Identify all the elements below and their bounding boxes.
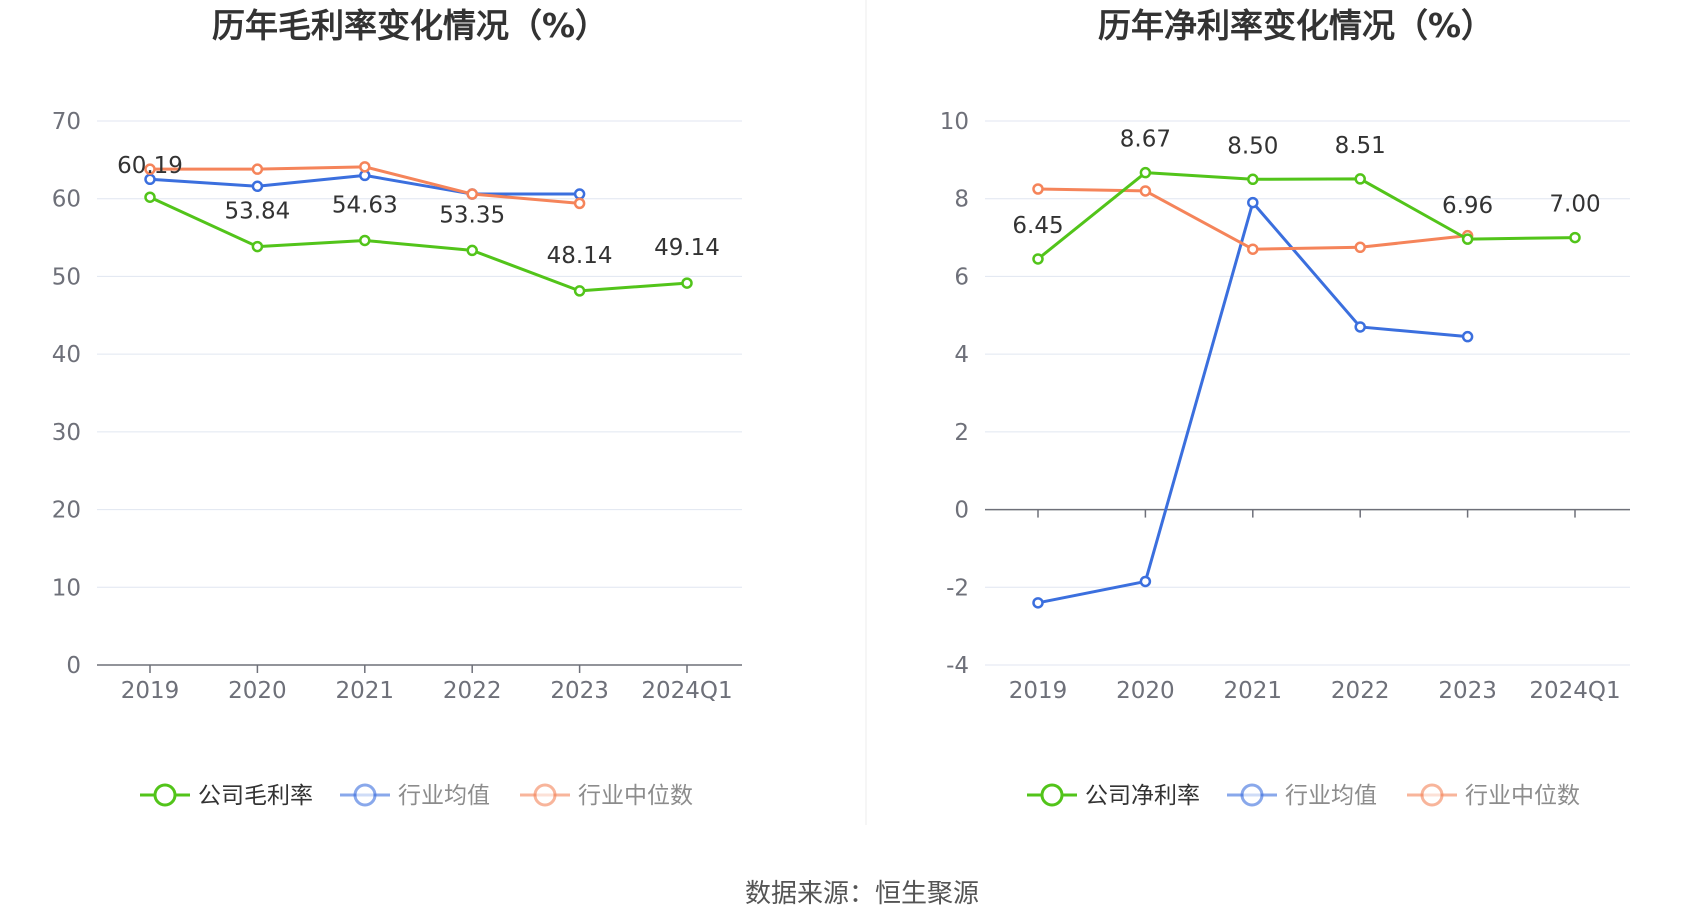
chart-1: 0 10 20 30 40 50 60 70 2019 2020 2021 2022 2023 2024Q… <box>52 109 742 809</box>
legend-marker <box>1420 783 1444 807</box>
legend-marker <box>533 783 557 807</box>
data-point <box>1032 253 1044 265</box>
legend-item-2: 行业中位数 <box>520 783 693 809</box>
data-label: 6.96 <box>1442 193 1493 219</box>
x-tick-label: 2021 <box>336 678 395 704</box>
data-point <box>1139 575 1152 588</box>
data-point <box>1032 183 1044 195</box>
data-point <box>144 163 156 175</box>
x-tick-label: 2020 <box>228 678 287 704</box>
x-tick-label: 2023 <box>550 678 609 704</box>
y-tick-label: 40 <box>52 342 81 368</box>
x-tick-label: 2020 <box>1116 678 1175 704</box>
legend-label: 行业均值 <box>1285 783 1377 809</box>
x-tick-label: 2022 <box>1331 678 1390 704</box>
legend-label: 行业均值 <box>398 783 490 809</box>
y-tick-label: 8 <box>954 187 969 213</box>
data-point <box>1354 321 1366 333</box>
legend-item-1: 行业均值 <box>340 783 490 809</box>
y-tick-label: 10 <box>940 109 969 135</box>
x-tick-label: 2024Q1 <box>641 678 732 704</box>
data-label: 53.35 <box>439 202 505 228</box>
legend-label: 公司净利率 <box>1085 783 1200 809</box>
data-point <box>573 197 586 210</box>
data-point <box>573 188 586 200</box>
legend-item-1: 行业均值 <box>1227 783 1377 809</box>
data-label: 8.67 <box>1120 127 1171 153</box>
series-line-1 <box>1037 201 1468 605</box>
y-tick-label: 2 <box>954 420 969 446</box>
legend-item-0: 公司毛利率 <box>140 783 313 809</box>
legend-marker <box>153 783 177 807</box>
data-point <box>359 161 371 173</box>
x-tick-label: 2019 <box>1009 678 1068 704</box>
x-tick-label: 2024Q1 <box>1529 678 1620 704</box>
chart-2-title: 历年净利率变化情况（%） <box>1098 6 1494 45</box>
data-point <box>251 240 264 253</box>
y-tick-label: -4 <box>946 653 969 679</box>
y-tick-label: 6 <box>954 264 969 290</box>
data-point <box>1354 241 1366 254</box>
data-point <box>144 191 156 203</box>
legend-item-2: 行业中位数 <box>1407 783 1580 809</box>
x-tick-label: 2022 <box>443 678 502 704</box>
data-point <box>1139 185 1152 197</box>
y-tick-label: 10 <box>52 575 81 601</box>
data-point <box>681 277 693 289</box>
y-tick-label: 60 <box>52 187 81 213</box>
source-text: 数据来源：恒生聚源 <box>745 879 979 909</box>
y-tick-label: 50 <box>52 264 81 290</box>
x-tick-label: 2019 <box>121 678 180 704</box>
data-point <box>1354 173 1366 185</box>
y-tick-label: 0 <box>66 653 81 679</box>
data-point <box>573 285 586 297</box>
chart-1-title: 历年毛利率变化情况（%） <box>212 6 608 45</box>
chart-2: -4 -2 0 2 4 6 8 10 2019 2020 2021 2022 2023 2024Q1 6.4… <box>940 109 1630 809</box>
data-point <box>1247 173 1259 186</box>
legend-label: 行业中位数 <box>1465 783 1580 809</box>
x-tick-label: 2021 <box>1224 678 1283 704</box>
data-point <box>1461 330 1474 343</box>
data-point <box>466 244 478 257</box>
data-point <box>251 180 264 193</box>
data-label: 7.00 <box>1549 192 1600 218</box>
data-label: 48.14 <box>547 243 613 269</box>
legend-item-0: 公司净利率 <box>1027 783 1200 809</box>
legend-marker <box>1240 783 1264 807</box>
data-point <box>1247 243 1259 255</box>
data-label: 60.19 <box>117 153 183 179</box>
data-point <box>466 188 478 200</box>
data-label: 6.45 <box>1012 213 1063 239</box>
series-line-0 <box>149 195 688 293</box>
y-tick-label: 4 <box>954 342 969 368</box>
series-line-0 <box>1037 171 1576 261</box>
data-point <box>1247 196 1259 209</box>
y-tick-label: 70 <box>52 109 81 135</box>
x-tick-label: 2023 <box>1438 678 1497 704</box>
legend-marker <box>1040 783 1064 807</box>
data-label: 8.50 <box>1227 133 1278 159</box>
y-tick-label: 0 <box>954 498 969 524</box>
data-label: 53.84 <box>224 199 290 225</box>
data-label: 8.51 <box>1335 133 1386 159</box>
legend-label: 公司毛利率 <box>198 783 313 809</box>
legend-label: 行业中位数 <box>578 783 693 809</box>
data-point <box>1569 231 1581 244</box>
data-label: 54.63 <box>332 192 398 218</box>
data-point <box>251 163 264 175</box>
data-point <box>1139 166 1152 179</box>
data-point <box>1032 597 1044 609</box>
legend-marker <box>353 783 377 807</box>
data-label: 49.14 <box>654 235 720 261</box>
y-tick-label: 20 <box>52 498 81 524</box>
data-point <box>1461 233 1474 245</box>
y-tick-label: 30 <box>52 420 81 446</box>
y-tick-label: -2 <box>946 575 969 601</box>
data-point <box>359 234 371 247</box>
